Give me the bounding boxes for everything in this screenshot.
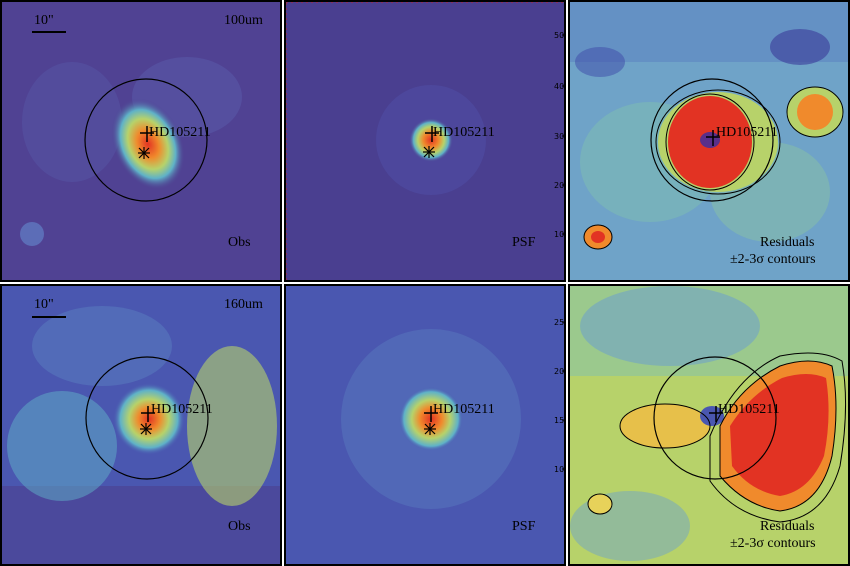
target-label: HD105211: [716, 125, 778, 140]
panel-type-label: Residuals: [760, 519, 815, 534]
contour-label: ±2-3σ contours: [730, 536, 816, 551]
observed-image-100um: [2, 2, 280, 280]
contour-label: ±2-3σ contours: [730, 252, 816, 267]
target-label: HD105211: [433, 125, 495, 140]
y-tick-50: 50: [554, 31, 565, 40]
target-label: HD105211: [149, 125, 211, 140]
band-label: 100um: [224, 13, 263, 28]
scale-bar: [32, 316, 66, 318]
y-tick-40: 40: [554, 82, 565, 91]
observed-image-160um: [2, 286, 280, 564]
residual-image-160um: [570, 286, 848, 564]
psf-image-100um: [286, 2, 564, 280]
y-tick-15: 15: [554, 416, 565, 425]
panel-type-label: Obs: [228, 519, 251, 534]
target-label: HD105211: [433, 402, 495, 417]
residual-image-100um: [570, 2, 848, 280]
y-tick-10: 10: [554, 230, 565, 239]
psf-image-160um: [286, 286, 564, 564]
panel-type-label: Residuals: [760, 235, 815, 250]
panel-type-label: PSF: [512, 519, 536, 534]
y-tick-10: 10: [554, 465, 565, 474]
scale-label: 10": [34, 297, 54, 312]
panel-100um-residuals: HD105211 Residuals ±2-3σ contours: [568, 0, 850, 282]
y-tick-30: 30: [554, 132, 565, 141]
panel-160um-psf: 25 20 15 10 HD105211 PSF: [284, 284, 566, 566]
y-tick-20: 20: [554, 181, 565, 190]
panel-type-label: Obs: [228, 235, 251, 250]
star-asterisk-marker: [138, 147, 150, 159]
y-tick-20: 20: [554, 367, 565, 376]
panel-100um-psf: 50 40 30 20 10 HD105211 PSF: [284, 0, 566, 282]
star-plus-marker: [140, 126, 154, 142]
band-label: 160um: [224, 297, 263, 312]
target-label: HD105211: [718, 402, 780, 417]
panel-100um-observed: 10" 100um HD105211 Obs: [0, 0, 282, 282]
scale-bar: [32, 31, 66, 33]
scale-label: 10": [34, 13, 54, 28]
target-label: HD105211: [151, 402, 213, 417]
y-tick-25: 25: [554, 318, 565, 327]
panel-type-label: PSF: [512, 235, 536, 250]
panel-160um-observed: 10" 160um HD105211 Obs: [0, 284, 282, 566]
panel-160um-residuals: HD105211 Residuals ±2-3σ contours: [568, 284, 850, 566]
